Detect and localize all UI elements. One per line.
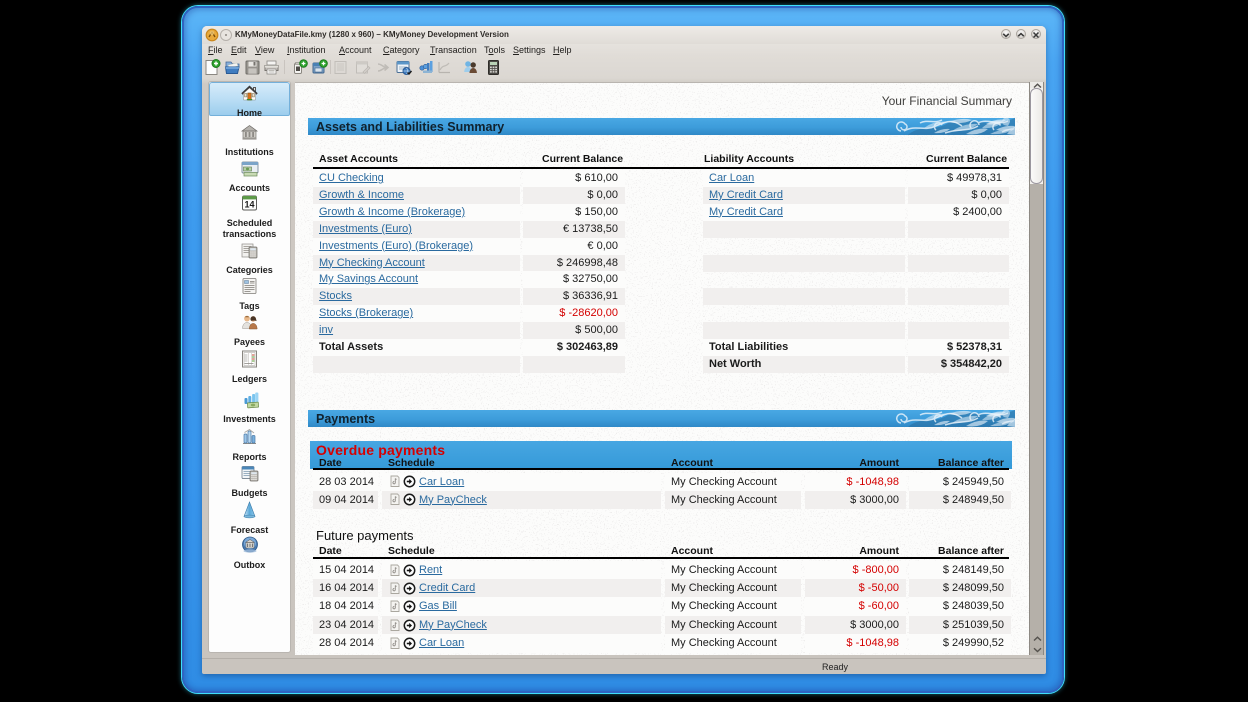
svg-text:14: 14 xyxy=(244,200,254,210)
